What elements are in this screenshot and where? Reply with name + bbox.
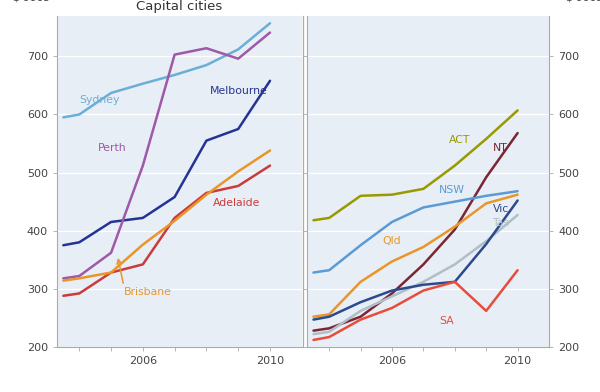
- Text: Sydney: Sydney: [79, 95, 119, 105]
- Text: Adelaide: Adelaide: [213, 198, 260, 209]
- Text: $’000s: $’000s: [12, 0, 49, 2]
- Text: ACT: ACT: [449, 135, 470, 145]
- Text: SA: SA: [439, 316, 454, 327]
- Title: Capital cities: Capital cities: [136, 0, 223, 13]
- Text: Qld: Qld: [383, 236, 401, 246]
- Text: Brisbane: Brisbane: [124, 287, 172, 297]
- Text: NSW: NSW: [439, 185, 465, 195]
- Text: Vic: Vic: [493, 204, 509, 214]
- Text: Melbourne: Melbourne: [209, 86, 268, 96]
- Text: Perth: Perth: [98, 143, 127, 152]
- Text: NT: NT: [493, 143, 507, 152]
- Text: $’000s: $’000s: [565, 0, 600, 2]
- Text: Tas: Tas: [493, 218, 509, 228]
